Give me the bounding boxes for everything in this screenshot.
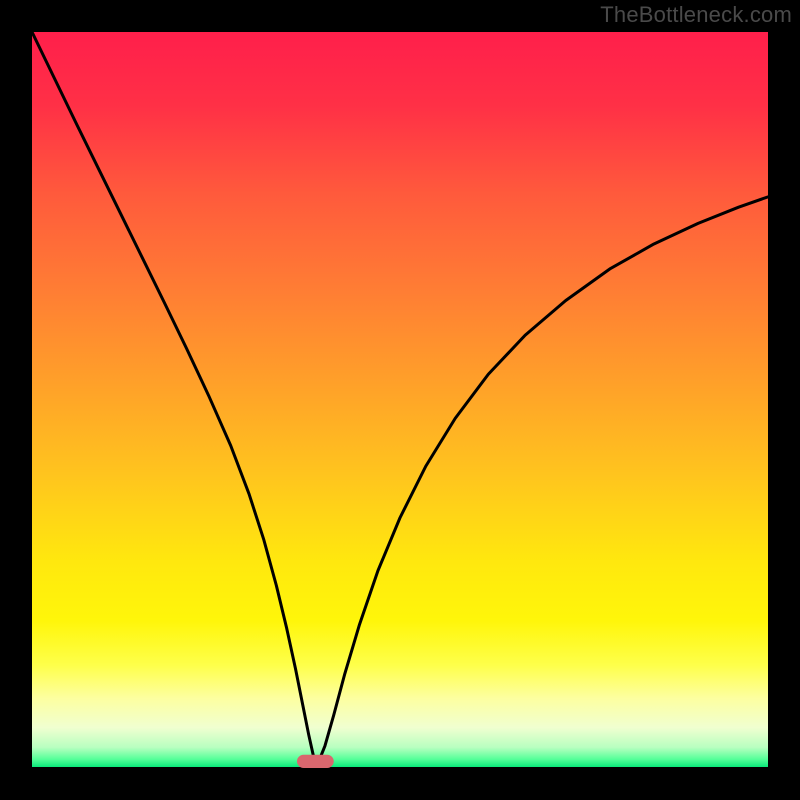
watermark-text: TheBottleneck.com	[600, 2, 792, 28]
chart-svg	[0, 0, 800, 800]
plot-background	[32, 32, 768, 768]
figure-container: TheBottleneck.com	[0, 0, 800, 800]
min-marker	[297, 755, 334, 768]
